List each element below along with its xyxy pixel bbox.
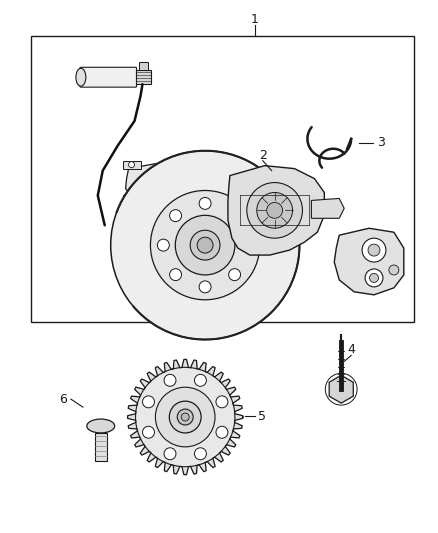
Circle shape (155, 387, 215, 447)
Circle shape (365, 269, 383, 287)
Circle shape (129, 197, 134, 203)
Circle shape (229, 209, 240, 222)
Polygon shape (127, 359, 243, 475)
Circle shape (157, 239, 170, 251)
FancyBboxPatch shape (135, 70, 152, 84)
Circle shape (164, 374, 176, 386)
Circle shape (145, 181, 150, 187)
Text: 2: 2 (259, 149, 267, 162)
Polygon shape (126, 164, 168, 203)
Text: 6: 6 (59, 393, 67, 406)
Circle shape (216, 396, 228, 408)
Circle shape (199, 197, 211, 209)
Circle shape (142, 426, 155, 438)
Circle shape (170, 209, 181, 222)
Circle shape (190, 230, 220, 260)
Circle shape (141, 177, 153, 190)
Bar (138, 62, 148, 70)
Circle shape (267, 203, 283, 219)
Circle shape (257, 192, 293, 228)
Bar (123, 160, 141, 168)
Text: 5: 5 (258, 409, 266, 423)
Circle shape (164, 448, 176, 460)
Text: 3: 3 (377, 136, 385, 149)
Bar (31, 36, 414, 321)
Circle shape (111, 151, 300, 340)
Circle shape (170, 401, 201, 433)
Circle shape (229, 269, 240, 280)
Circle shape (241, 239, 253, 251)
Circle shape (247, 182, 303, 238)
Circle shape (368, 244, 380, 256)
Text: 4: 4 (347, 343, 355, 356)
Circle shape (142, 396, 155, 408)
Polygon shape (228, 166, 324, 255)
Polygon shape (329, 375, 353, 403)
Bar (95, 433, 107, 461)
Circle shape (177, 409, 193, 425)
FancyBboxPatch shape (80, 67, 137, 87)
Circle shape (194, 448, 206, 460)
Circle shape (181, 413, 189, 421)
Circle shape (216, 426, 228, 438)
Circle shape (370, 273, 378, 282)
Ellipse shape (76, 68, 86, 86)
Circle shape (135, 367, 235, 467)
Polygon shape (311, 198, 344, 219)
Circle shape (362, 238, 386, 262)
Circle shape (389, 265, 399, 275)
Circle shape (199, 281, 211, 293)
Circle shape (129, 161, 134, 168)
Text: 1: 1 (251, 13, 259, 26)
Circle shape (194, 374, 206, 386)
Bar (123, 196, 141, 204)
Circle shape (170, 269, 181, 280)
Polygon shape (334, 228, 404, 295)
Circle shape (197, 237, 213, 253)
Circle shape (150, 190, 260, 300)
Circle shape (175, 215, 235, 275)
Ellipse shape (87, 419, 115, 433)
